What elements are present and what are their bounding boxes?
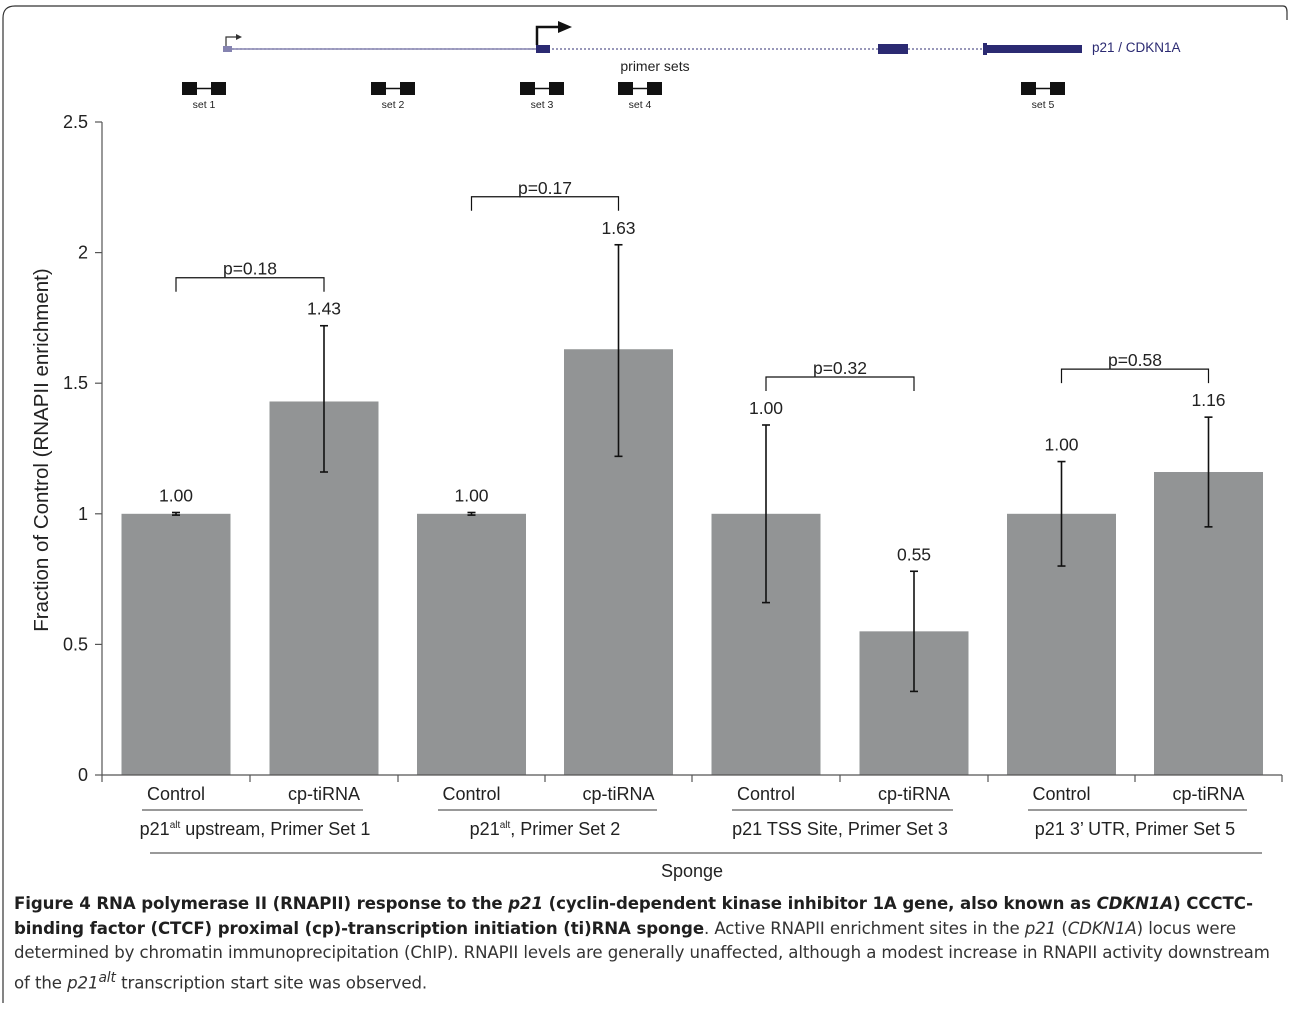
primer-block — [549, 82, 564, 95]
exon-3 — [878, 44, 908, 54]
category-label: cp-tiRNA — [582, 784, 654, 804]
bar-value-label: 1.63 — [601, 218, 635, 238]
primer-block — [182, 82, 197, 95]
figure-caption: Figure 4 RNA polymerase II (RNAPII) resp… — [14, 892, 1280, 996]
caption-text-gene: p21 — [1024, 918, 1057, 938]
caption-text-part-4: transcription start site was observed. — [115, 973, 428, 993]
y-tick-label: 1 — [78, 504, 88, 524]
primer-block — [618, 82, 633, 95]
primer-label: set 3 — [531, 99, 554, 111]
bar-chart: 0 0.5 1 1.5 2 2.5 1.00 1.43 p=0.18 1.00 1.63 p=0.1… — [30, 112, 1283, 881]
exon-4 — [985, 45, 1082, 53]
y-tick-label: 2.5 — [63, 112, 88, 132]
primer-block — [520, 82, 535, 95]
caption-title: Figure 4 RNA polymerase II (RNAPII) resp… — [14, 894, 1253, 938]
caption-text-gene-2: p21 — [67, 973, 99, 993]
primer-block — [211, 82, 226, 95]
significance-bracket — [175, 277, 325, 292]
caption-title-gene-alias: CDKN1A — [1096, 894, 1174, 913]
primer-markers: set 1 set 2 set 3 set 4 set 5 — [182, 82, 1065, 111]
category-label: cp-tiRNA — [288, 784, 360, 804]
bar-value-label: 1.43 — [307, 299, 341, 319]
group-label: p21alt, Primer Set 2 — [470, 819, 621, 839]
bar-value-label: 0.55 — [897, 544, 931, 564]
category-label: Control — [1032, 784, 1090, 804]
group-label-rest: , Primer Set 2 — [510, 819, 620, 839]
p-value-label: p=0.17 — [518, 178, 572, 198]
caption-title-part-3: ) CCCTC-binding factor (CTCF) proximal (… — [14, 894, 1253, 938]
significance-bracket — [765, 376, 915, 391]
caption-text-part-2: ( — [1056, 918, 1068, 938]
caption-title-part-1: Figure 4 RNA polymerase II (RNAPII) resp… — [14, 894, 509, 913]
group-label-rest: upstream, Primer Set 1 — [180, 819, 370, 839]
gene-label: p21 / CDKN1A — [1092, 40, 1181, 55]
category-label: cp-tiRNA — [1172, 784, 1244, 804]
bar-value-label: 1.16 — [1191, 390, 1225, 410]
bar-value-label: 1.00 — [749, 398, 783, 418]
significance-bracket — [1060, 368, 1210, 384]
primer-sets-label: primer sets — [620, 58, 689, 74]
caption-title-part-2: (cyclin-dependent kinase inhibitor 1A ge… — [542, 894, 1097, 913]
y-tick-label: 0.5 — [63, 634, 88, 654]
group-label-main: p21 — [470, 819, 500, 839]
alt-tss-arrow — [225, 36, 238, 46]
primer-label: set 4 — [629, 99, 652, 111]
primer-block — [1050, 82, 1065, 95]
bars: 1.00 1.43 p=0.18 1.00 1.63 p=0.17 1.00 0.55 p=0.… — [121, 178, 1263, 775]
group-label-main: p21 TSS Site, Primer Set 3 — [732, 819, 948, 839]
primer-block — [1021, 82, 1036, 95]
caption-title-gene: p21 — [508, 894, 543, 913]
exon-4-edge — [983, 43, 987, 55]
group-label: p21alt upstream, Primer Set 1 — [140, 819, 371, 839]
bar-value-label: 1.00 — [454, 485, 488, 505]
bar — [417, 513, 526, 775]
figure-border — [2, 5, 1288, 1003]
significance-bracket — [470, 196, 620, 211]
primer-block — [371, 82, 386, 95]
group-label: p21 TSS Site, Primer Set 3 — [732, 819, 948, 839]
category-label: Control — [442, 784, 500, 804]
primer-label: set 1 — [193, 99, 216, 111]
group-label-superscript: alt — [170, 820, 181, 831]
caption-text-part-3: ) locus were determined by chromatin imm… — [14, 918, 1270, 993]
caption-text-part-1: . Active RNAPII enrichment sites in the — [703, 918, 1025, 938]
y-axis-label: Fraction of Control (RNAPII enrichment) — [30, 268, 53, 631]
primer-label: set 5 — [1032, 99, 1055, 111]
category-label: Control — [147, 784, 205, 804]
group-label-main: p21 3’ UTR, Primer Set 5 — [1035, 819, 1235, 839]
caption-text-superscript: alt — [98, 969, 116, 986]
gene-diagram: p21 / CDKN1A primer sets set 1 set 2 set 3… — [182, 21, 1181, 111]
group-label: p21 3’ UTR, Primer Set 5 — [1035, 819, 1235, 839]
y-tick-label: 0 — [78, 765, 88, 785]
category-label: cp-tiRNA — [878, 784, 950, 804]
bar-value-label: 1.00 — [159, 485, 193, 505]
p-value-label: p=0.58 — [1108, 350, 1162, 370]
group-label-superscript: alt — [500, 820, 511, 831]
primer-block — [400, 82, 415, 95]
bar-value-label: 1.00 — [1044, 435, 1078, 455]
category-label: Control — [737, 784, 795, 804]
y-tick-label: 1.5 — [63, 373, 88, 393]
exon-1 — [223, 46, 232, 52]
main-tss-arrowhead — [558, 21, 572, 33]
y-tick-label: 2 — [78, 243, 88, 263]
main-tss-arrow — [535, 25, 560, 45]
p-value-label: p=0.32 — [813, 358, 867, 378]
alt-tss-arrowhead — [236, 34, 242, 40]
primer-block — [647, 82, 662, 95]
p-value-label: p=0.18 — [223, 259, 277, 279]
exon-2 — [536, 45, 550, 53]
primer-label: set 2 — [382, 99, 405, 111]
x-axis-label: Sponge — [661, 861, 723, 881]
caption-text-gene-alias: CDKN1A — [1067, 918, 1137, 938]
y-axis: 0 0.5 1 1.5 2 2.5 — [63, 112, 103, 785]
bar — [121, 513, 231, 775]
group-label-main: p21 — [140, 819, 170, 839]
